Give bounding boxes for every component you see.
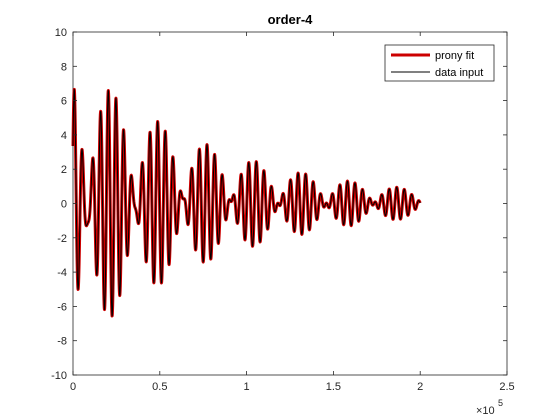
y-tick-label: 6: [61, 96, 67, 108]
x-exponent-power: 5: [498, 398, 503, 408]
x-exponent-label: ×10 5: [476, 398, 503, 417]
legend-label-data-input: data input: [435, 67, 483, 79]
ticks-layer: 0 0.5 1 1.5 2 2.5 -10 -8 -6 -4 -2 0 2 4 6 8 10: [51, 27, 515, 393]
y-tick-label: 8: [61, 61, 67, 73]
series-layer: [71, 87, 422, 318]
x-tick-label: 0: [70, 381, 76, 393]
series-line-data-input: [72, 88, 421, 317]
legend-label-prony-fit: prony fit: [435, 50, 474, 62]
y-tick-label: -8: [57, 336, 67, 348]
y-tick-label: -4: [57, 267, 67, 279]
chart-title: order-4: [268, 12, 314, 27]
legend-box: [384, 44, 495, 82]
y-tick-label: -6: [57, 301, 67, 313]
x-tick-label: 2: [417, 381, 423, 393]
y-tick-label: 4: [61, 130, 67, 142]
y-tick-label: 0: [61, 199, 67, 211]
y-tick-label: -10: [51, 370, 67, 382]
x-tick-label: 2.5: [499, 381, 514, 393]
y-tick-label: 2: [61, 164, 67, 176]
y-tick-label: 10: [55, 27, 67, 39]
x-tick-label: 0.5: [152, 381, 167, 393]
legend: prony fit data input: [384, 44, 495, 82]
x-tick-label: 1.5: [326, 381, 341, 393]
x-tick-label: 1: [244, 381, 250, 393]
x-exponent-base: ×10: [476, 405, 495, 417]
y-tick-label: -2: [57, 233, 67, 245]
